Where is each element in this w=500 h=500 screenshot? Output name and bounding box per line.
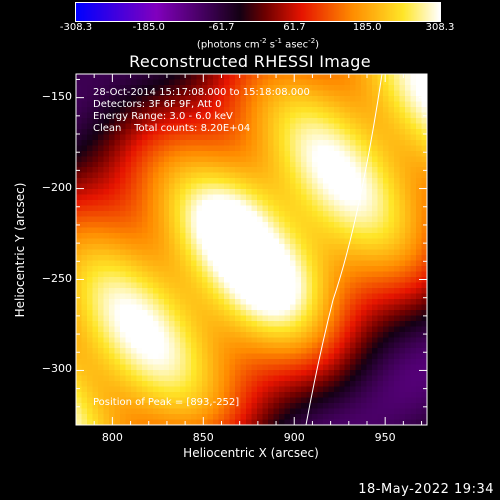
annotation-time-range: 28-Oct-2014 15:17:08.000 to 15:18:08.000 — [93, 87, 310, 98]
annotation-energy-range: Energy Range: 3.0 - 6.0 keV — [93, 111, 233, 122]
colorbar-tick-label: -61.7 — [208, 22, 235, 33]
x-axis-tick-label: 800 — [101, 431, 123, 444]
y-axis-tick-label: −150 — [41, 89, 72, 103]
colorbar-unit-exp1: -2 — [259, 37, 267, 45]
x-axis-tick-label: 950 — [374, 431, 396, 444]
colorbar-tick-label: -308.3 — [59, 22, 93, 33]
footer-timestamp: 18-May-2022 19:34 — [358, 482, 494, 497]
limb-line — [305, 73, 383, 426]
colorbar-unit-exp2: -1 — [275, 37, 283, 45]
y-axis-tick-label: −300 — [41, 362, 72, 376]
colorbar-unit-exp3: -2 — [308, 37, 316, 45]
colorbar-tick-label: 308.3 — [425, 22, 455, 33]
y-axis-tick-label: −200 — [41, 180, 72, 194]
heatmap-image — [76, 74, 427, 425]
chart-title: Reconstructed RHESSI Image — [129, 52, 371, 71]
y-axis-label: Heliocentric Y (arcsec) — [13, 182, 27, 318]
colorbar-unit-label: (photons cm-2 s-1 asec-2) — [197, 37, 319, 50]
colorbar-tick-label: 185.0 — [352, 22, 382, 33]
x-axis-label: Heliocentric X (arcsec) — [183, 446, 319, 460]
colorbar-gradient — [76, 3, 440, 21]
colorbar-unit-mid2: asec — [282, 39, 309, 51]
colorbar-tick-label: -185.0 — [132, 22, 165, 33]
colorbar-unit-suffix: ) — [315, 39, 320, 51]
colorbar-unit-mid: s — [266, 39, 276, 51]
x-axis-tick-label: 850 — [192, 431, 214, 444]
colorbar-frame — [75, 2, 441, 22]
x-axis-tick-label: 900 — [283, 431, 305, 444]
annotation-clean: Clean Total counts: 8.20E+04 — [93, 123, 251, 134]
annotation-detectors: Detectors: 3F 6F 9F, Att 0 — [93, 99, 222, 110]
y-axis-tick-label: −250 — [41, 271, 72, 285]
axis-tick-marks — [76, 74, 427, 425]
plot-frame — [75, 73, 428, 426]
colorbar-tick-label: 61.7 — [283, 22, 306, 33]
colorbar-unit-prefix: (photons cm — [196, 39, 260, 51]
annotation-peak-position: Position of Peak = [893,-252] — [93, 397, 240, 408]
